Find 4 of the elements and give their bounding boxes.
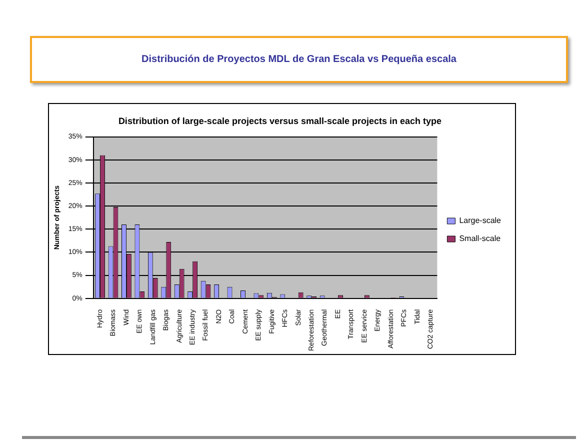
- chart-title: Distribución de Proyectos MDL de Gran Escala vs Pequeña escala: [30, 36, 568, 83]
- legend-label: Small-scale: [459, 234, 502, 244]
- legend-label: Large-scale: [459, 216, 502, 226]
- chart-subtitle: Distribution of large-scale projects versus small-scale projects in each type: [118, 116, 442, 126]
